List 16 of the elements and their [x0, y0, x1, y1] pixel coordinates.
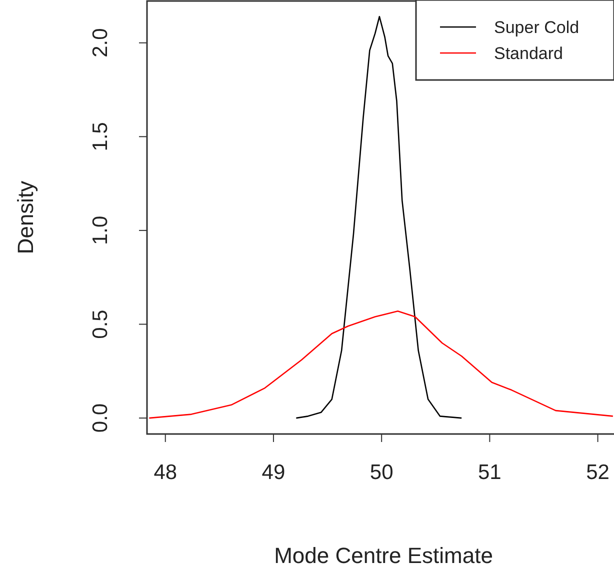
x-tick-label: 48: [154, 461, 178, 484]
line-series: [296, 16, 462, 419]
y-tick-label: 0.5: [89, 310, 112, 339]
legend-label: Standard: [494, 44, 563, 63]
y-tick-label: 1.5: [89, 122, 112, 152]
y-tick-label: 0.0: [89, 403, 112, 433]
x-tick-label: 52: [586, 461, 610, 484]
y-axis-title: Density: [13, 180, 38, 254]
x-tick-label: 51: [478, 461, 502, 484]
x-tick-label: 49: [262, 461, 286, 484]
y-tick-label: 2.0: [89, 28, 112, 58]
legend-label: Super Cold: [494, 18, 580, 37]
y-tick-label: 1.0: [89, 216, 112, 246]
x-tick-label: 50: [370, 461, 394, 484]
line-series: [148, 310, 614, 419]
x-axis-title: Mode Centre Estimate: [274, 543, 493, 568]
